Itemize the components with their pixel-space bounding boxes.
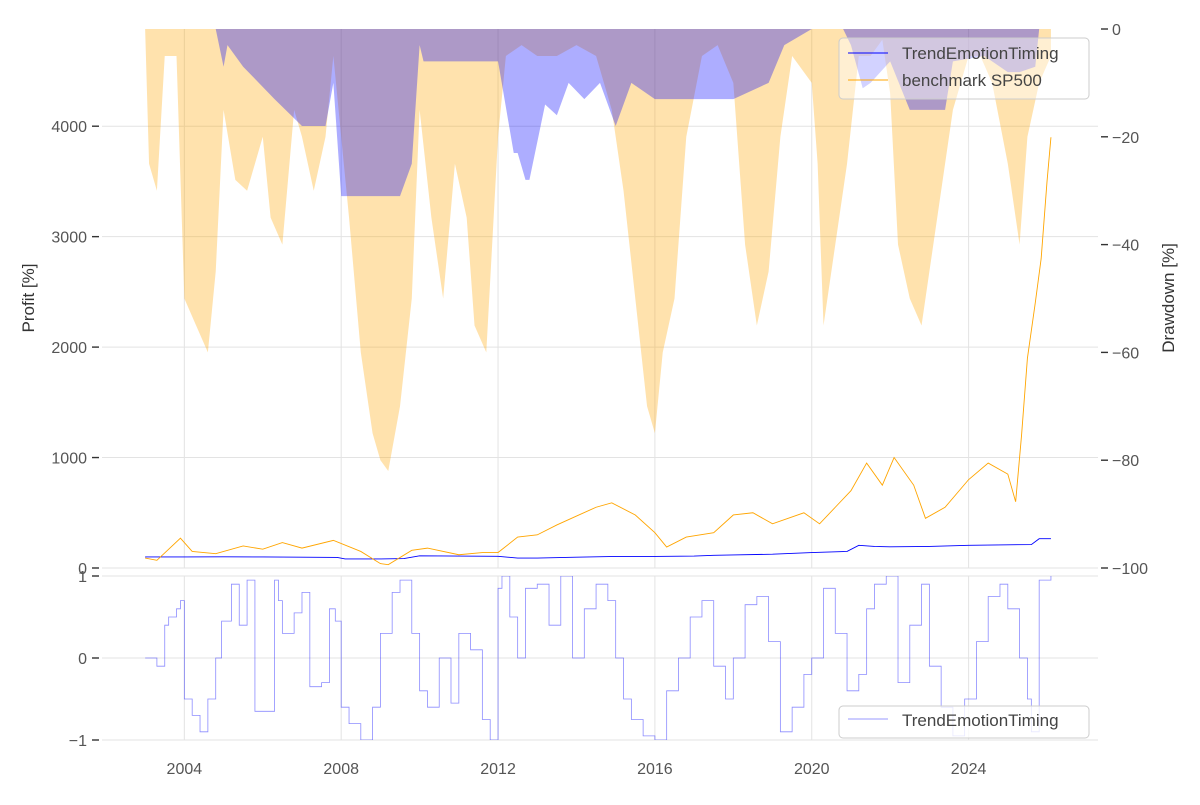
- drawdown-tick-label: 0: [1112, 22, 1121, 39]
- profit-tick-label: 2000: [51, 340, 87, 357]
- legend-bottom-frame: [838, 705, 1090, 739]
- top-panel-grid: [102, 29, 1098, 569]
- profit-y-axis: 0 1000 2000 3000 4000: [51, 119, 99, 578]
- year-tick-label: 2012: [480, 761, 516, 778]
- year-tick-label: 2020: [794, 761, 830, 778]
- signal-tick-label: 1: [78, 569, 87, 586]
- drawdown-areas: [145, 29, 1051, 471]
- signal-tick-label: −1: [69, 733, 87, 750]
- drawdown-tick-label: −100: [1112, 561, 1148, 578]
- profit-tick-label: 4000: [51, 119, 87, 136]
- benchmark-sp500-profit-line: [145, 137, 1052, 566]
- year-tick-label: 2004: [167, 761, 203, 778]
- legend-label-signal: TrendEmotionTiming: [902, 711, 1059, 730]
- drawdown-y-axis: 0 −20 −40 −60 −80 −100: [1101, 22, 1148, 578]
- signal-y-axis: −1 0 1: [69, 569, 99, 750]
- profit-axis-label: Profit [%]: [19, 264, 38, 333]
- profit-tick-label: 3000: [51, 230, 87, 247]
- drawdown-tick-label: −60: [1112, 345, 1139, 362]
- signal-lines: [145, 576, 1052, 740]
- signal-tick-label: 0: [78, 651, 87, 668]
- trendemotiontiming-profit-line: [145, 538, 1051, 560]
- bottom-panel-grid: [102, 575, 1098, 741]
- trendemotiontiming-drawdown-area: [145, 29, 1040, 197]
- timing-signal-line: [145, 576, 1052, 740]
- drawdown-tick-label: −80: [1112, 453, 1139, 470]
- legend-label-benchmark: benchmark SP500: [902, 71, 1042, 90]
- drawdown-tick-label: −40: [1112, 238, 1139, 255]
- drawdown-axis-label: Drawdown [%]: [1159, 243, 1178, 353]
- profit-tick-label: 0: [78, 561, 87, 578]
- legend-top-frame: [838, 37, 1090, 100]
- profit-tick-label: 1000: [51, 451, 87, 468]
- year-tick-label: 2016: [637, 761, 673, 778]
- drawdown-tick-label: −20: [1112, 130, 1139, 147]
- legend-bottom: TrendEmotionTiming: [838, 705, 1090, 739]
- year-tick-label: 2008: [323, 761, 359, 778]
- year-tick-label: 2024: [951, 761, 987, 778]
- x-axis: 2004 2008 2012 2016 2020 2024: [167, 761, 987, 778]
- profit-lines: [145, 137, 1052, 566]
- legend-label-strategy: TrendEmotionTiming: [902, 44, 1059, 63]
- legend-top: TrendEmotionTiming benchmark SP500: [838, 37, 1090, 100]
- benchmark-sp500-drawdown-area: [145, 29, 1051, 471]
